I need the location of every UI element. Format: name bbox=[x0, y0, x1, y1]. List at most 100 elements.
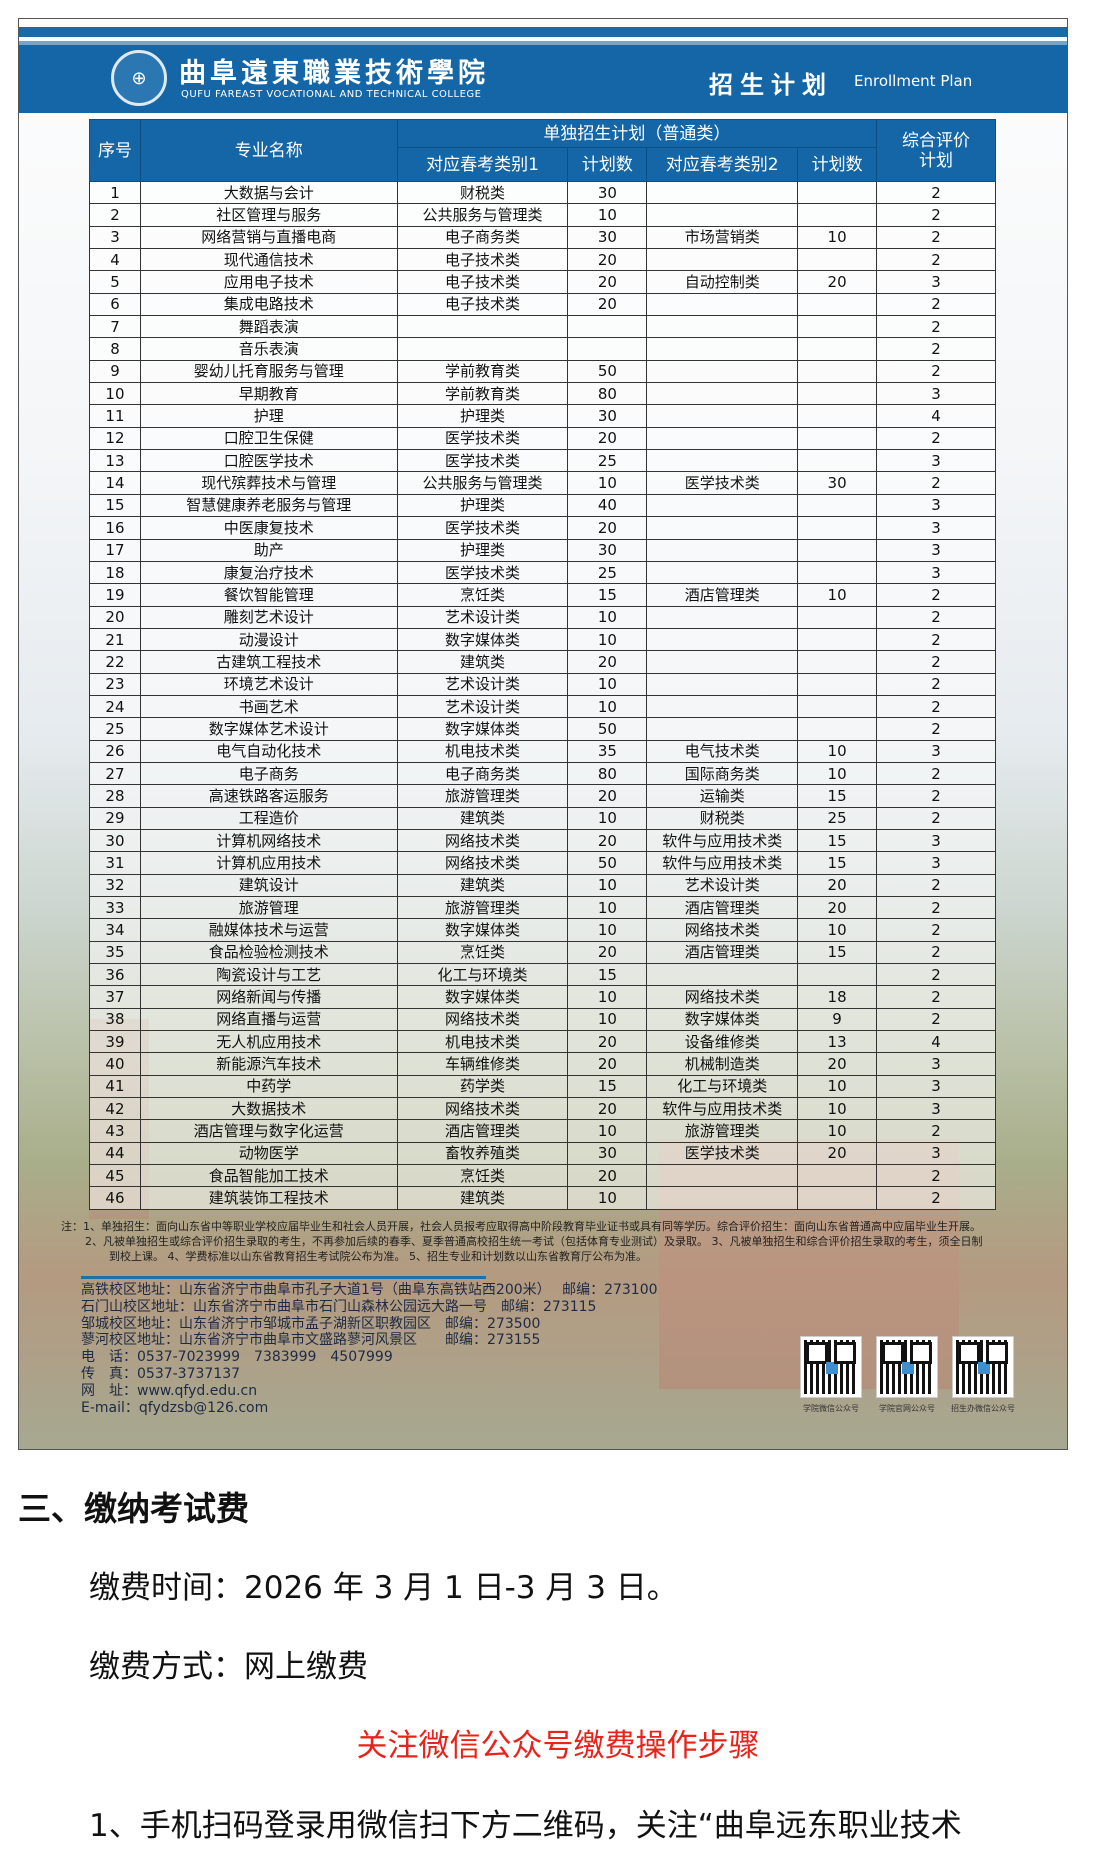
row-no: 24 bbox=[89, 694, 141, 719]
spring-category-2: 软件与应用技术类 bbox=[646, 851, 799, 875]
comprehensive-plan: 2 bbox=[876, 203, 996, 227]
major-name: 环境艺术设计 bbox=[139, 672, 398, 696]
plan-count-1: 50 bbox=[567, 851, 648, 875]
row-no: 4 bbox=[89, 248, 141, 272]
comprehensive-plan: 3 bbox=[876, 828, 996, 853]
spring-category-2: 软件与应用技术类 bbox=[646, 828, 799, 853]
spring-category-2: 旅游管理类 bbox=[646, 1119, 799, 1143]
row-no: 11 bbox=[89, 404, 141, 428]
row-no: 12 bbox=[89, 426, 141, 451]
spring-category-2: 机械制造类 bbox=[646, 1052, 799, 1076]
spring-category-1: 数字媒体类 bbox=[396, 627, 569, 652]
row-no: 37 bbox=[89, 985, 141, 1009]
plan-count-1 bbox=[567, 337, 648, 361]
comprehensive-plan: 2 bbox=[876, 426, 996, 451]
plan-count-2 bbox=[797, 493, 878, 518]
spring-category-2: 化工与环境类 bbox=[646, 1074, 799, 1099]
comprehensive-plan: 2 bbox=[876, 627, 996, 652]
note-line: 到校上课。 4、学费标准以山东省教育招生考试院公布为准。 5、招生专业和计划数以… bbox=[109, 1250, 647, 1263]
spring-category-2 bbox=[646, 627, 799, 652]
row-no: 31 bbox=[89, 851, 141, 875]
college-name-en: QUFU FAREAST VOCATIONAL AND TECHNICAL CO… bbox=[181, 89, 482, 100]
major-name: 中药学 bbox=[139, 1074, 398, 1099]
comprehensive-plan: 2 bbox=[876, 1186, 996, 1210]
row-no: 46 bbox=[89, 1186, 141, 1210]
row-no: 23 bbox=[89, 672, 141, 696]
spring-category-1: 数字媒体类 bbox=[396, 717, 569, 741]
row-no: 19 bbox=[89, 583, 141, 607]
spring-category-1: 烹饪类 bbox=[396, 583, 569, 607]
row-no: 1 bbox=[89, 180, 141, 205]
qr-label: 学院微信公众号 bbox=[803, 1404, 859, 1413]
header-major: 专业名称 bbox=[139, 119, 398, 182]
plan-count-2 bbox=[797, 248, 878, 272]
header-cat2: 对应春考类别2 bbox=[646, 147, 799, 182]
plan-count-2 bbox=[797, 180, 878, 205]
comprehensive-plan: 2 bbox=[876, 895, 996, 920]
payment-time: 缴费时间：2026 年 3 月 1 日-3 月 3 日。 bbox=[89, 1570, 678, 1606]
table-row: 37 网络新闻与传播 数字媒体类 10 网络技术类 18 2 bbox=[89, 985, 996, 1009]
table-row: 23 环境艺术设计 艺术设计类 10 2 bbox=[89, 672, 996, 696]
comprehensive-plan: 2 bbox=[876, 180, 996, 205]
plan-count-2 bbox=[797, 672, 878, 696]
spring-category-2 bbox=[646, 248, 799, 272]
spring-category-2 bbox=[646, 516, 799, 540]
major-name: 陶瓷设计与工艺 bbox=[139, 963, 398, 987]
spring-category-1: 护理类 bbox=[396, 404, 569, 428]
table-row: 38 网络直播与运营 网络技术类 10 数字媒体类 9 2 bbox=[89, 1007, 996, 1032]
comprehensive-plan: 2 bbox=[876, 471, 996, 495]
plan-count-1: 10 bbox=[567, 694, 648, 719]
row-no: 29 bbox=[89, 806, 141, 830]
spring-category-2: 酒店管理类 bbox=[646, 940, 799, 965]
major-name: 网络营销与直播电商 bbox=[139, 225, 398, 250]
spring-category-1: 艺术设计类 bbox=[396, 694, 569, 719]
comprehensive-plan: 3 bbox=[876, 1052, 996, 1076]
comprehensive-plan: 3 bbox=[876, 538, 996, 562]
plan-count-1: 10 bbox=[567, 672, 648, 696]
spring-category-1: 医学技术类 bbox=[396, 560, 569, 585]
plan-count-1: 30 bbox=[567, 1141, 648, 1166]
spring-category-2: 数字媒体类 bbox=[646, 1007, 799, 1032]
major-name: 中医康复技术 bbox=[139, 516, 398, 540]
spring-category-1: 建筑类 bbox=[396, 650, 569, 674]
plan-count-2 bbox=[797, 382, 878, 406]
row-no: 35 bbox=[89, 940, 141, 965]
table-row: 15 智慧健康养老服务与管理 护理类 40 3 bbox=[89, 493, 996, 518]
plan-count-2: 10 bbox=[797, 761, 878, 786]
plan-count-1: 20 bbox=[567, 1164, 648, 1188]
major-name: 电气自动化技术 bbox=[139, 739, 398, 763]
plan-count-2: 15 bbox=[797, 851, 878, 875]
comprehensive-plan: 3 bbox=[876, 1074, 996, 1099]
table-row: 32 建筑设计 建筑类 10 艺术设计类 20 2 bbox=[89, 873, 996, 898]
plan-count-1: 20 bbox=[567, 940, 648, 965]
row-no: 9 bbox=[89, 359, 141, 384]
major-name: 大数据与会计 bbox=[139, 180, 398, 205]
spring-category-1 bbox=[396, 315, 569, 339]
plan-count-1: 15 bbox=[567, 1074, 648, 1099]
spring-category-2: 网络技术类 bbox=[646, 918, 799, 942]
spring-category-1: 艺术设计类 bbox=[396, 672, 569, 696]
plan-count-2: 10 bbox=[797, 918, 878, 942]
plan-count-1: 20 bbox=[567, 292, 648, 317]
spring-category-1: 数字媒体类 bbox=[396, 918, 569, 942]
table-row: 3 网络营销与直播电商 电子商务类 30 市场营销类 10 2 bbox=[89, 225, 996, 250]
major-name: 融媒体技术与运营 bbox=[139, 918, 398, 942]
major-name: 计算机应用技术 bbox=[139, 851, 398, 875]
table-row: 36 陶瓷设计与工艺 化工与环境类 15 2 bbox=[89, 963, 996, 987]
major-name: 口腔医学技术 bbox=[139, 449, 398, 473]
major-name: 新能源汽车技术 bbox=[139, 1052, 398, 1076]
plan-count-2 bbox=[797, 650, 878, 674]
plan-count-1: 30 bbox=[567, 225, 648, 250]
spring-category-1: 烹饪类 bbox=[396, 1164, 569, 1188]
plan-count-2: 20 bbox=[797, 895, 878, 920]
plan-count-2: 18 bbox=[797, 985, 878, 1009]
major-name: 大数据技术 bbox=[139, 1097, 398, 1121]
plan-count-2: 13 bbox=[797, 1030, 878, 1054]
spring-category-2: 市场营销类 bbox=[646, 225, 799, 250]
major-name: 现代殡葬技术与管理 bbox=[139, 471, 398, 495]
major-name: 智慧健康养老服务与管理 bbox=[139, 493, 398, 518]
spring-category-1: 医学技术类 bbox=[396, 516, 569, 540]
row-no: 21 bbox=[89, 627, 141, 652]
row-no: 5 bbox=[89, 270, 141, 294]
plan-count-2: 15 bbox=[797, 940, 878, 965]
